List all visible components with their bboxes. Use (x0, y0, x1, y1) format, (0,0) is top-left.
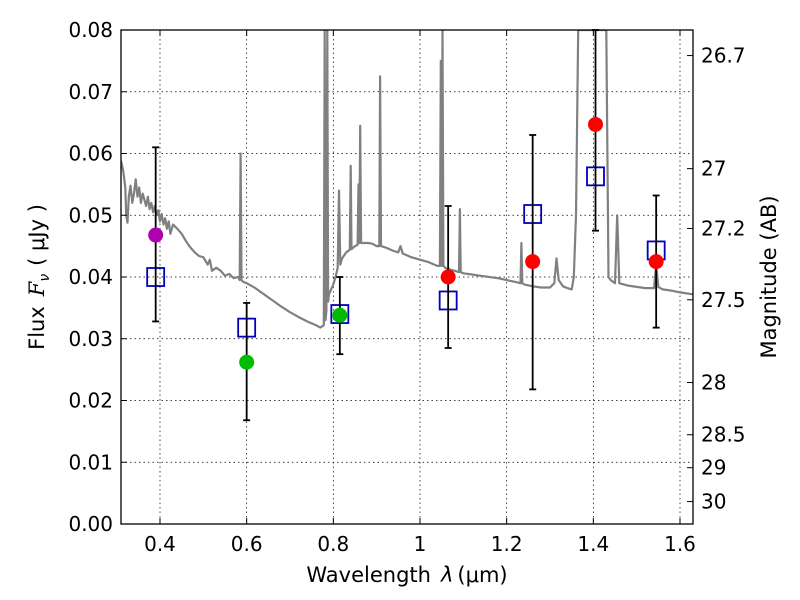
x-tick-label: 1.6 (664, 532, 696, 556)
y2-tick-label: 28.5 (701, 423, 746, 447)
x-tick-label: 0.4 (144, 532, 176, 556)
y-tick-label: 0.06 (68, 142, 113, 166)
y2-tick-label: 29 (701, 456, 726, 480)
y-tick-label: 0.01 (68, 450, 113, 474)
spectrum-line (121, 30, 693, 329)
y2-tick-label: 28 (701, 371, 726, 395)
grid (121, 30, 693, 524)
y-tick-label: 0.08 (68, 18, 113, 42)
x-axis-label: Wavelength λ (μm) (306, 563, 507, 587)
x-tick-label: 1 (414, 532, 427, 556)
y2-tick-label: 27 (701, 157, 726, 181)
observed-point (525, 254, 541, 270)
y2-tick-label: 26.7 (701, 44, 746, 68)
y-tick-label: 0.07 (68, 80, 113, 104)
x-tick-label: 1.4 (577, 532, 609, 556)
x-tick-label: 0.6 (231, 532, 263, 556)
x-tick-label: 0.8 (317, 532, 349, 556)
ticks: 0.4 0.6 0.8 1 1.2 1.4 1.6 0.00 0.01 0.02 0.03 0.04 0… (68, 18, 745, 556)
observed-point (440, 269, 456, 285)
observed-photometry-layer (148, 116, 664, 370)
y-tick-label: 0.04 (68, 265, 113, 289)
observed-point (332, 307, 348, 323)
y-tick-label: 0.05 (68, 203, 113, 227)
observed-point (148, 227, 164, 243)
y-tick-label: 0.03 (68, 327, 113, 351)
x-tick-label: 1.2 (491, 532, 523, 556)
spectrum-layer (121, 30, 693, 329)
observed-point (588, 116, 603, 132)
y-tick-label: 0.02 (68, 389, 113, 413)
y-axis-label: FluxFν( μJy ) (25, 204, 53, 350)
observed-point (648, 254, 664, 270)
y2-tick-label: 27.2 (701, 216, 746, 240)
y2-tick-label: 30 (701, 490, 726, 514)
y2-tick-label: 27.5 (701, 288, 746, 312)
y2-axis-label: Magnitude (AB) (757, 195, 781, 358)
y-tick-label: 0.00 (68, 512, 113, 536)
observed-point (239, 354, 255, 370)
